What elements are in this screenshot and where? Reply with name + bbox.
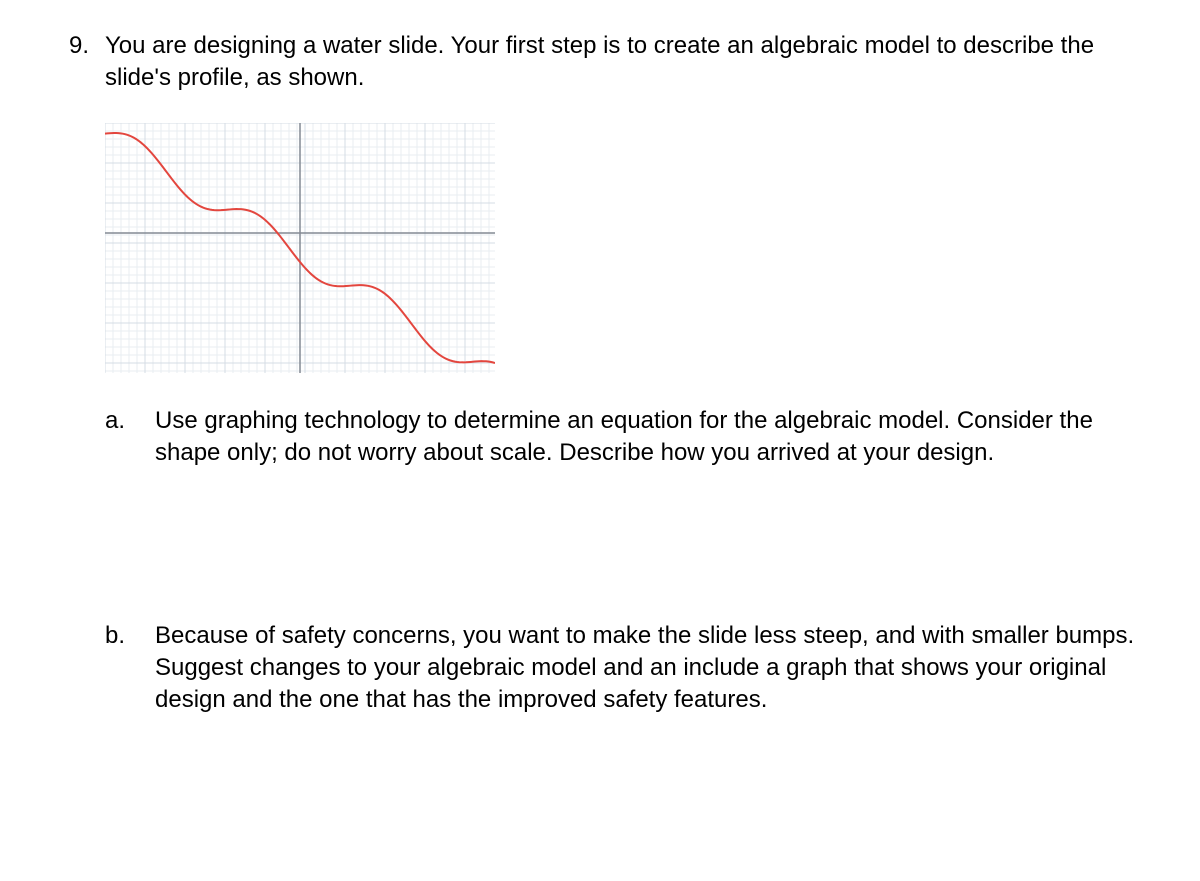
question-prompt: You are designing a water slide. Your fi… bbox=[105, 30, 1155, 95]
subpart-text: Because of safety concerns, you want to … bbox=[155, 620, 1155, 717]
subpart: b.Because of safety concerns, you want t… bbox=[105, 620, 1155, 717]
subpart: a.Use graphing technology to determine a… bbox=[105, 405, 1155, 470]
graph-svg bbox=[105, 123, 495, 373]
question-body: You are designing a water slide. Your fi… bbox=[105, 30, 1155, 717]
question-number: 9. bbox=[45, 30, 105, 717]
subparts: a.Use graphing technology to determine a… bbox=[105, 405, 1155, 717]
subpart-text: Use graphing technology to determine an … bbox=[155, 405, 1155, 470]
subpart-label: a. bbox=[105, 405, 155, 470]
slide-profile-graph bbox=[105, 123, 495, 373]
subpart-label: b. bbox=[105, 620, 155, 717]
question-block: 9. You are designing a water slide. Your… bbox=[45, 30, 1155, 717]
